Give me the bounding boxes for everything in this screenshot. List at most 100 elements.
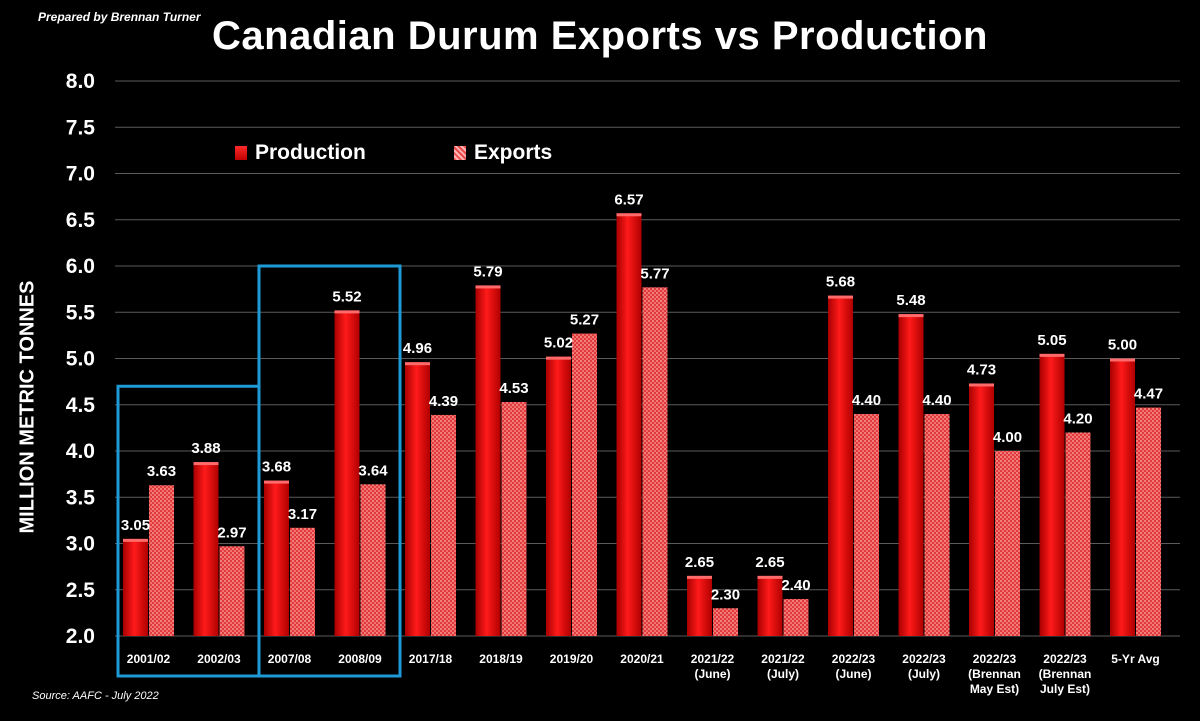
x-tick-label: 2022/23 (Brennan May Est) bbox=[968, 652, 1021, 696]
x-tick-label: 2022/23 (June) bbox=[832, 652, 876, 681]
x-tick-label: 5-Yr Avg bbox=[1111, 652, 1159, 666]
y-tick-label: 6.5 bbox=[66, 209, 96, 232]
production-bar bbox=[546, 356, 571, 636]
x-tick-label: 2019/20 bbox=[550, 652, 594, 666]
x-tick-label: 2022/23 (Brennan July Est) bbox=[1039, 652, 1092, 696]
x-tick-label-line: 2018/19 bbox=[479, 652, 523, 666]
exports-bar bbox=[854, 414, 879, 636]
exports-value-label: 2.30 bbox=[711, 586, 740, 603]
exports-value-label: 2.40 bbox=[781, 577, 810, 594]
x-tick-label: 2007/08 bbox=[268, 652, 312, 666]
x-tick-label-line: 2017/18 bbox=[409, 652, 453, 666]
production-bar bbox=[898, 314, 924, 636]
production-value-label: 2.65 bbox=[755, 554, 784, 571]
production-value-label: 3.68 bbox=[262, 459, 291, 476]
production-bar-cap bbox=[898, 314, 924, 318]
production-bar-cap bbox=[1110, 358, 1135, 362]
x-tick-label-line: 2008/09 bbox=[338, 652, 382, 666]
prepared-by-note: Prepared by Brennan Turner bbox=[38, 10, 201, 24]
production-value-label: 3.05 bbox=[121, 517, 150, 534]
production-bar-cap bbox=[264, 480, 289, 484]
exports-value-label: 5.27 bbox=[570, 312, 599, 329]
exports-value-label: 4.40 bbox=[922, 392, 951, 409]
exports-bar bbox=[924, 414, 950, 636]
production-bar bbox=[264, 480, 289, 636]
exports-value-label: 4.39 bbox=[429, 393, 458, 410]
x-tick-label: 2017/18 bbox=[409, 652, 453, 666]
x-tick-label-line: 2020/21 bbox=[620, 652, 664, 666]
x-tick-label-line: (Brennan bbox=[1039, 667, 1092, 681]
exports-value-label: 4.47 bbox=[1134, 386, 1163, 403]
x-tick-label: 2021/22 (June) bbox=[691, 652, 735, 681]
x-tick-label-line: (Brennan bbox=[968, 667, 1021, 681]
production-value-label: 5.52 bbox=[332, 288, 361, 305]
production-bar-cap bbox=[828, 295, 853, 299]
production-bar-cap bbox=[193, 462, 219, 466]
exports-bar bbox=[572, 333, 597, 636]
x-tick-label-line: May Est) bbox=[970, 682, 1019, 696]
x-tick-label-line: 2022/23 bbox=[1043, 652, 1087, 666]
x-tick-label-line: 2022/23 bbox=[902, 652, 946, 666]
production-bar bbox=[193, 462, 219, 636]
production-bar-cap bbox=[546, 356, 571, 360]
exports-value-label: 2.97 bbox=[217, 524, 246, 541]
production-bar bbox=[405, 362, 430, 636]
production-bar bbox=[757, 575, 783, 636]
production-value-label: 5.00 bbox=[1108, 337, 1137, 354]
production-value-label: 2.65 bbox=[685, 554, 714, 571]
production-value-label: 4.73 bbox=[967, 361, 996, 378]
x-tick-label-line: 5-Yr Avg bbox=[1111, 652, 1159, 666]
production-bar bbox=[687, 575, 712, 636]
x-tick-label-line: (June) bbox=[695, 667, 731, 681]
production-bar-cap bbox=[475, 285, 501, 289]
exports-bar bbox=[642, 287, 668, 636]
legend-production-swatch bbox=[235, 146, 247, 160]
y-tick-label: 4.0 bbox=[66, 440, 95, 463]
y-tick-label: 5.0 bbox=[66, 348, 95, 371]
exports-bar bbox=[501, 401, 527, 636]
production-bar-cap bbox=[969, 383, 994, 387]
highlight-box bbox=[257, 264, 402, 678]
production-value-label: 5.48 bbox=[896, 292, 925, 309]
exports-value-label: 4.00 bbox=[993, 429, 1022, 446]
exports-bar bbox=[149, 485, 174, 636]
x-tick-label-line: 2007/08 bbox=[268, 652, 312, 666]
exports-value-label: 4.40 bbox=[852, 392, 881, 409]
exports-bar bbox=[995, 451, 1020, 636]
production-value-label: 3.88 bbox=[191, 440, 220, 457]
x-tick-label: 2020/21 bbox=[620, 652, 664, 666]
exports-value-label: 4.20 bbox=[1063, 411, 1092, 428]
x-tick-label: 2002/03 bbox=[197, 652, 241, 666]
y-tick-label: 3.5 bbox=[66, 486, 96, 509]
x-tick-label-line: July Est) bbox=[1040, 682, 1090, 696]
exports-value-label: 3.64 bbox=[358, 462, 388, 479]
x-tick-label-line: 2022/23 bbox=[973, 652, 1017, 666]
x-tick-label-line: 2021/22 bbox=[761, 652, 805, 666]
production-bar-cap bbox=[687, 575, 712, 579]
production-bar-cap bbox=[1039, 353, 1065, 357]
exports-bar bbox=[783, 599, 809, 636]
production-bar-cap bbox=[616, 213, 642, 217]
x-tick-label-line: (June) bbox=[836, 667, 872, 681]
y-tick-label: 8.0 bbox=[66, 70, 95, 93]
y-tick-label: 6.0 bbox=[66, 255, 95, 278]
production-bar-cap bbox=[123, 538, 148, 542]
x-tick-label: 2008/09 bbox=[338, 652, 382, 666]
exports-bar bbox=[713, 608, 738, 636]
production-bar bbox=[969, 383, 994, 636]
legend-production: Production bbox=[235, 141, 366, 165]
exports-bar bbox=[360, 484, 386, 636]
production-bar bbox=[828, 295, 853, 636]
exports-bar bbox=[1136, 407, 1161, 636]
production-bar-cap bbox=[334, 310, 360, 314]
production-bar-cap bbox=[757, 575, 783, 579]
x-tick-label-line: (July) bbox=[767, 667, 799, 681]
exports-bar bbox=[290, 527, 315, 636]
production-value-label: 5.05 bbox=[1037, 332, 1066, 349]
y-tick-label: 3.0 bbox=[66, 533, 95, 556]
y-tick-label: 7.0 bbox=[66, 163, 95, 186]
production-value-label: 5.68 bbox=[826, 274, 855, 291]
y-tick-label: 7.5 bbox=[66, 116, 96, 139]
exports-value-label: 5.77 bbox=[640, 265, 669, 282]
